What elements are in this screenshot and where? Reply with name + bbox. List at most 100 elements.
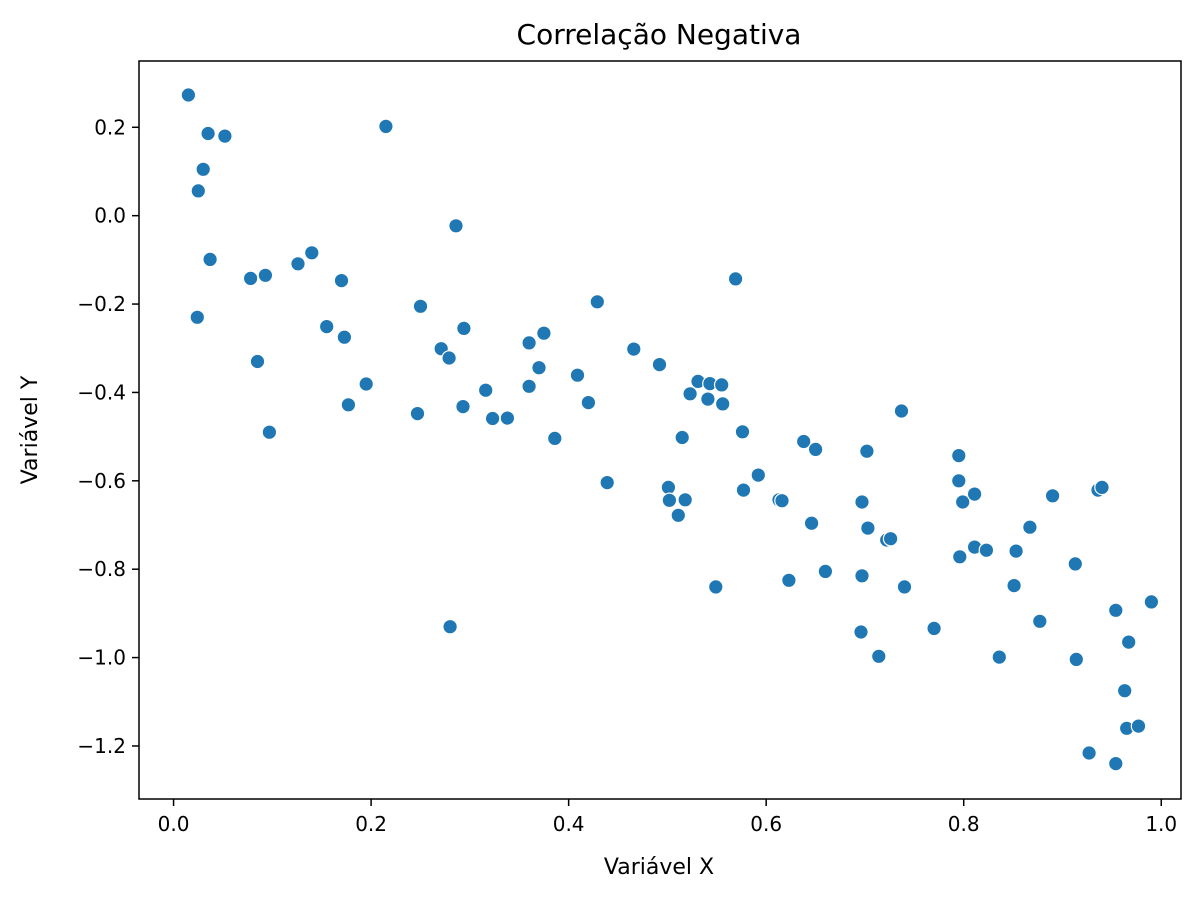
data-point (358, 376, 374, 392)
data-point (854, 567, 870, 584)
data-point (249, 353, 266, 370)
data-point (660, 479, 677, 496)
x-tick-label: 1.0 (1145, 812, 1177, 836)
y-axis-label: Variável Y (18, 375, 43, 484)
data-point (477, 382, 494, 398)
data-point (966, 486, 983, 502)
data-point (661, 492, 678, 509)
data-point (336, 329, 353, 345)
data-point (217, 128, 233, 144)
plot-frame (138, 60, 1182, 800)
data-point (803, 515, 820, 531)
data-point (261, 424, 278, 440)
data-point (926, 620, 942, 637)
x-tick-label: 0.8 (948, 812, 980, 836)
data-point (896, 579, 913, 595)
data-point (1116, 682, 1133, 699)
data-point (195, 161, 211, 178)
data-point (807, 441, 824, 458)
data-point (531, 359, 547, 376)
data-point (951, 548, 968, 565)
data-point (677, 491, 693, 508)
data-point (727, 271, 744, 287)
data-point (674, 429, 690, 446)
data-point (484, 410, 501, 427)
data-point (1008, 543, 1024, 559)
data-point (1006, 577, 1022, 594)
data-point (499, 410, 516, 426)
data-point (290, 255, 306, 272)
data-point (1130, 718, 1147, 734)
data-point (950, 447, 967, 464)
data-point (859, 443, 875, 459)
data-points (180, 87, 1160, 772)
data-point (546, 430, 563, 447)
data-point (1081, 745, 1097, 761)
data-point (1108, 602, 1124, 619)
chart-title: Correlação Negativa (517, 18, 802, 51)
data-point (242, 270, 259, 287)
data-point (599, 474, 615, 491)
data-point (735, 482, 752, 498)
data-point (1068, 651, 1085, 668)
data-point (978, 542, 995, 558)
data-point (200, 125, 216, 142)
data-point (734, 423, 751, 440)
y-axis: 0.2 0.0 −0.2 −0.4 −0.6 −0.8 −1.0 −1.2 (77, 115, 139, 758)
data-point (781, 572, 797, 589)
data-point (333, 272, 350, 289)
data-point (455, 398, 471, 415)
data-point (954, 494, 971, 510)
y-tick-label: 0.2 (94, 115, 126, 139)
data-point (651, 356, 668, 373)
data-point (257, 267, 274, 284)
y-tick-label: −0.4 (77, 380, 126, 404)
y-tick-label: 0.0 (94, 204, 126, 228)
y-tick-label: −1.2 (77, 734, 126, 758)
data-point (580, 394, 597, 411)
data-point (189, 309, 206, 326)
data-point (682, 385, 698, 402)
data-point (1044, 487, 1061, 504)
data-point (774, 492, 790, 509)
data-point (441, 350, 457, 366)
data-point (190, 183, 207, 199)
y-tick-label: −0.8 (77, 557, 126, 581)
data-point (378, 118, 394, 135)
data-point (1120, 634, 1137, 650)
data-point (409, 405, 426, 422)
x-tick-label: 0.0 (158, 812, 190, 836)
x-tick-label: 0.2 (355, 812, 387, 836)
data-point (670, 507, 687, 524)
data-point (795, 433, 812, 450)
data-point (1108, 755, 1124, 772)
data-point (893, 403, 910, 419)
data-point (991, 649, 1008, 665)
data-point (412, 298, 429, 315)
y-tick-label: −1.0 (77, 646, 126, 670)
data-point (1022, 519, 1038, 535)
data-point (700, 391, 716, 407)
x-axis-label: Variável X (604, 855, 714, 880)
data-point (536, 325, 552, 341)
data-point (1094, 479, 1110, 496)
data-point (569, 367, 586, 383)
data-point (442, 618, 458, 635)
y-tick-label: −0.2 (77, 292, 126, 316)
data-point (1143, 594, 1160, 610)
data-point (521, 378, 537, 395)
data-point (625, 341, 642, 357)
data-point (817, 563, 834, 580)
y-tick-label: −0.6 (77, 469, 126, 493)
data-point (853, 624, 869, 640)
data-point (882, 530, 899, 547)
data-point (714, 396, 731, 412)
data-point (713, 377, 730, 393)
data-point (870, 648, 887, 665)
x-tick-label: 0.4 (553, 812, 585, 836)
data-point (318, 318, 335, 335)
data-point (1032, 613, 1048, 630)
x-axis: 0.0 0.2 0.4 0.6 0.8 1.0 (158, 799, 1177, 836)
data-point (589, 293, 606, 310)
